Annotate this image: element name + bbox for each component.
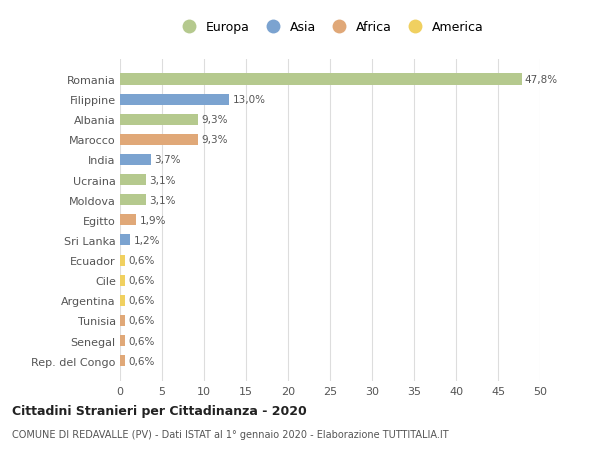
- Text: 0,6%: 0,6%: [128, 316, 155, 326]
- Text: COMUNE DI REDAVALLE (PV) - Dati ISTAT al 1° gennaio 2020 - Elaborazione TUTTITAL: COMUNE DI REDAVALLE (PV) - Dati ISTAT al…: [12, 429, 449, 439]
- Text: 9,3%: 9,3%: [202, 115, 228, 125]
- Text: 9,3%: 9,3%: [202, 135, 228, 145]
- Bar: [120, 95, 229, 106]
- Bar: [120, 195, 146, 206]
- Text: 0,6%: 0,6%: [128, 256, 155, 265]
- Text: 0,6%: 0,6%: [128, 356, 155, 366]
- Bar: [120, 355, 125, 366]
- Bar: [120, 155, 151, 166]
- Legend: Europa, Asia, Africa, America: Europa, Asia, Africa, America: [176, 21, 484, 34]
- Bar: [120, 275, 125, 286]
- Bar: [120, 295, 125, 306]
- Text: Cittadini Stranieri per Cittadinanza - 2020: Cittadini Stranieri per Cittadinanza - 2…: [12, 404, 307, 417]
- Bar: [120, 315, 125, 326]
- Bar: [120, 134, 198, 146]
- Text: 0,6%: 0,6%: [128, 336, 155, 346]
- Bar: [120, 335, 125, 346]
- Text: 3,7%: 3,7%: [154, 155, 181, 165]
- Bar: [120, 235, 130, 246]
- Text: 1,9%: 1,9%: [139, 215, 166, 225]
- Bar: [120, 215, 136, 226]
- Bar: [120, 74, 521, 85]
- Bar: [120, 255, 125, 266]
- Text: 3,1%: 3,1%: [149, 195, 176, 205]
- Text: 1,2%: 1,2%: [133, 235, 160, 246]
- Text: 0,6%: 0,6%: [128, 275, 155, 285]
- Text: 3,1%: 3,1%: [149, 175, 176, 185]
- Text: 47,8%: 47,8%: [525, 75, 558, 85]
- Bar: [120, 174, 146, 186]
- Text: 0,6%: 0,6%: [128, 296, 155, 306]
- Text: 13,0%: 13,0%: [233, 95, 266, 105]
- Bar: [120, 114, 198, 125]
